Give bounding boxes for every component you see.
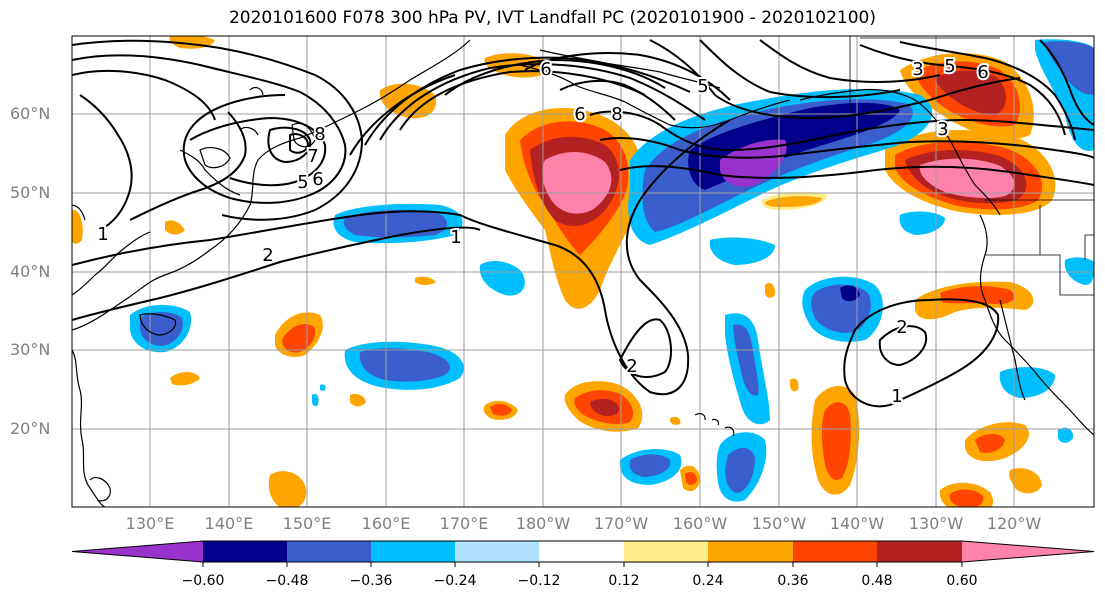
colorbar-tick-label: 0.60 xyxy=(946,573,978,589)
contour-label: 8 xyxy=(611,104,622,125)
colorbar-segment xyxy=(287,541,371,562)
contour-label: 2 xyxy=(626,356,637,377)
colorbar-tick-label: 0.12 xyxy=(608,573,640,589)
colorbar-segment xyxy=(962,541,1094,562)
contour-label: 7 xyxy=(307,146,318,167)
contour-label: 3 xyxy=(937,119,948,140)
lon-label: 160°W xyxy=(672,514,728,533)
colorbar-tick-label: −0.48 xyxy=(265,573,309,589)
colorbar-tick-label: −0.36 xyxy=(349,573,393,589)
political-borders xyxy=(849,36,1094,296)
colorbar-tick-label: −0.60 xyxy=(181,573,225,589)
map-gridlines xyxy=(72,36,1094,507)
lat-label: 20°N xyxy=(10,419,51,438)
contour-label: 6 xyxy=(574,104,585,125)
colorbar-segment xyxy=(877,541,962,562)
colorbar-segment xyxy=(455,541,539,562)
colorbar-tick-label: 0.24 xyxy=(692,573,724,589)
contour-label: 2 xyxy=(262,245,273,266)
contour-label: 2 xyxy=(896,317,907,338)
lat-label: 30°N xyxy=(10,340,51,359)
lon-label: 170°W xyxy=(593,514,649,533)
contour-label: 5 xyxy=(697,76,708,97)
contour-label: 6 xyxy=(540,59,551,80)
lon-label: 130°E xyxy=(125,514,175,533)
contour-label: 1 xyxy=(450,227,461,248)
lon-label: 120°W xyxy=(986,514,1042,533)
colorbar-tick-label: −0.24 xyxy=(433,573,477,589)
colorbar-tick-label: 0.48 xyxy=(861,573,893,589)
colorbar-tick-label: −0.12 xyxy=(517,573,561,589)
colorbar-tick-label: 0.36 xyxy=(777,573,809,589)
colorbar-segment xyxy=(793,541,877,562)
lon-label: 150°E xyxy=(282,514,332,533)
lon-label: 130°W xyxy=(908,514,964,533)
contour-label: 6 xyxy=(312,169,323,190)
lon-label: 160°E xyxy=(361,514,411,533)
coastlines xyxy=(72,39,1094,507)
map-frame xyxy=(71,35,1095,508)
contour-label: 5 xyxy=(944,56,955,77)
contour-label: 8 xyxy=(314,124,325,145)
contour-label: 1 xyxy=(891,386,902,407)
contour-label: 3 xyxy=(912,59,923,80)
lat-label: 50°N xyxy=(10,183,51,202)
lat-label: 60°N xyxy=(10,104,51,123)
colorbar-segment xyxy=(203,541,287,562)
lon-label: 180°W xyxy=(515,514,571,533)
map-plot-area: 1 2 1 2 1 2 5 6 7 8 6 8 6 5 3 6 5 3 xyxy=(72,36,1094,507)
colorbar-segment xyxy=(539,541,624,562)
colorbar-segment xyxy=(371,541,455,562)
lon-label: 140°E xyxy=(204,514,254,533)
lat-label: 40°N xyxy=(10,262,51,281)
pv-anomaly-fill xyxy=(72,36,1094,507)
contour-label: 6 xyxy=(977,62,988,83)
contour-label: 5 xyxy=(297,172,308,193)
lon-label: 170°E xyxy=(439,514,489,533)
lon-label: 150°W xyxy=(751,514,807,533)
colorbar-segment xyxy=(624,541,708,562)
pv-contour-lines xyxy=(72,39,1094,408)
contour-labels: 1 2 1 2 1 2 5 6 7 8 6 8 6 5 3 6 5 3 xyxy=(95,54,990,409)
colorbar-segment xyxy=(72,541,203,562)
colorbar-segment xyxy=(708,541,793,562)
contour-label: 1 xyxy=(97,224,108,245)
map-title: 2020101600 F078 300 hPa PV, IVT Landfall… xyxy=(228,8,876,28)
colorbar xyxy=(71,540,1095,567)
lon-label: 140°W xyxy=(829,514,885,533)
